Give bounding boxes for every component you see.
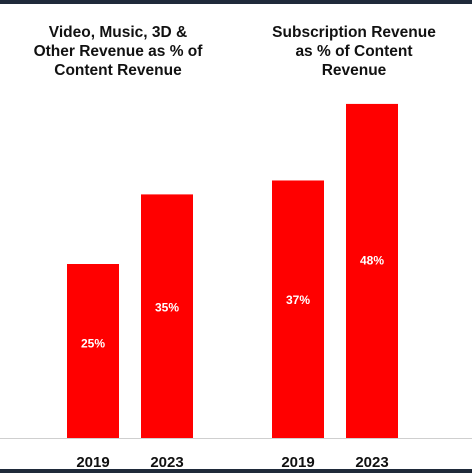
bar-right-2019 xyxy=(272,180,324,439)
data-label: 35% xyxy=(155,300,179,314)
top-border xyxy=(0,0,472,4)
data-label: 48% xyxy=(360,253,384,267)
x-tick-label: 2019 xyxy=(76,454,109,471)
chart-title-left: Video, Music, 3D & Other Revenue as % of… xyxy=(33,24,203,79)
data-label: 25% xyxy=(81,337,105,351)
bar-left-2019 xyxy=(67,264,119,438)
x-tick-label: 2023 xyxy=(355,454,388,471)
x-tick-label: 2023 xyxy=(150,454,183,471)
data-label: 37% xyxy=(286,293,310,307)
bottom-border xyxy=(0,469,472,473)
x-tick-label: 2019 xyxy=(281,454,314,471)
chart-title-right: Subscription Revenue as % of Content Rev… xyxy=(272,24,436,79)
bar-left-2023 xyxy=(141,194,193,438)
bar-right-2023 xyxy=(346,103,398,439)
